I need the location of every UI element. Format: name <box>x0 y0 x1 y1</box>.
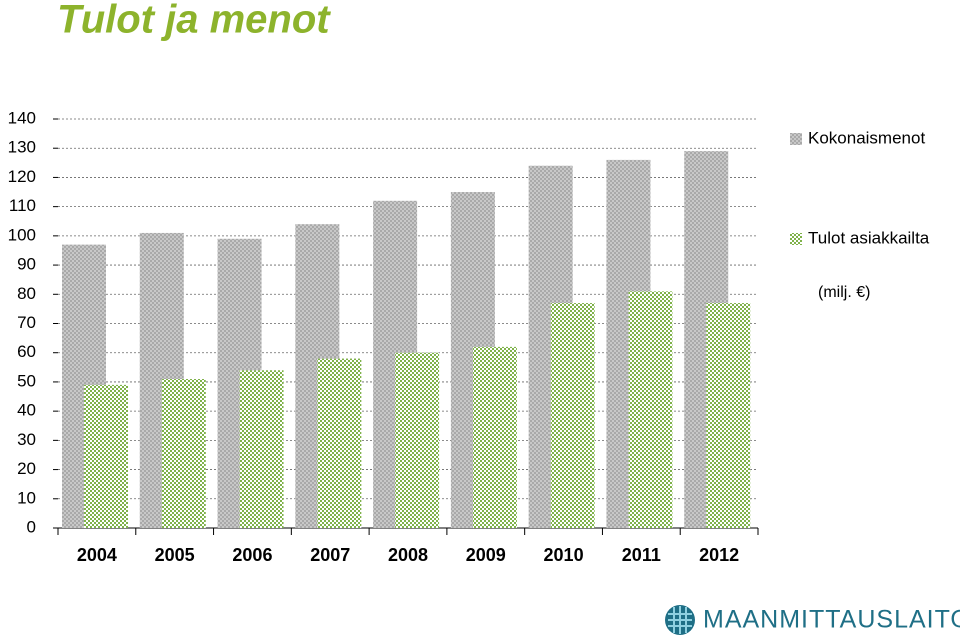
logo: MAANMITTAUSLAITOS <box>665 605 960 635</box>
y-tick-label: 60 <box>17 342 36 361</box>
bar <box>550 303 595 528</box>
chart-title: Tulot ja menot <box>57 0 331 42</box>
logo-icon-grid <box>668 606 692 634</box>
bar <box>628 291 673 528</box>
y-tick-label: 110 <box>9 196 36 215</box>
x-tick-label: 2012 <box>699 545 739 565</box>
legend-swatch <box>790 233 802 245</box>
legend-label: Tulot asiakkailta <box>808 228 930 247</box>
logo-text: MAANMITTAUSLAITOS <box>703 606 960 634</box>
y-tick-label: 120 <box>8 167 36 186</box>
bar <box>317 358 362 528</box>
x-tick-label: 2009 <box>466 545 506 565</box>
y-tick-label: 40 <box>17 401 36 420</box>
legend-swatch <box>790 133 802 145</box>
legend-label: Kokonaismenot <box>808 128 925 147</box>
x-tick-label: 2010 <box>544 545 584 565</box>
y-tick-label: 30 <box>17 430 36 449</box>
y-tick-label: 140 <box>8 108 36 127</box>
y-tick-label: 130 <box>8 138 36 157</box>
x-tick-label: 2004 <box>77 545 117 565</box>
x-tick-label: 2005 <box>155 545 195 565</box>
bar <box>84 384 128 528</box>
bar <box>395 352 440 528</box>
bar <box>472 346 517 528</box>
x-tick-label: 2008 <box>388 545 428 565</box>
x-tick-label: 2011 <box>622 545 661 565</box>
y-tick-label: 70 <box>17 313 36 332</box>
annotation: (milj. €) <box>818 284 870 301</box>
x-tick-label: 2007 <box>310 545 350 565</box>
y-tick-label: 10 <box>17 488 36 507</box>
x-tick-label: 2006 <box>232 545 272 565</box>
y-tick-label: 50 <box>17 371 36 390</box>
y-tick-label: 20 <box>17 459 36 478</box>
y-tick-label: 0 <box>27 517 36 536</box>
y-tick-label: 80 <box>17 284 36 303</box>
y-tick-label: 100 <box>8 225 36 244</box>
y-tick-label: 90 <box>17 255 36 274</box>
bar <box>239 370 284 528</box>
bar <box>161 379 206 528</box>
bar <box>706 303 751 528</box>
